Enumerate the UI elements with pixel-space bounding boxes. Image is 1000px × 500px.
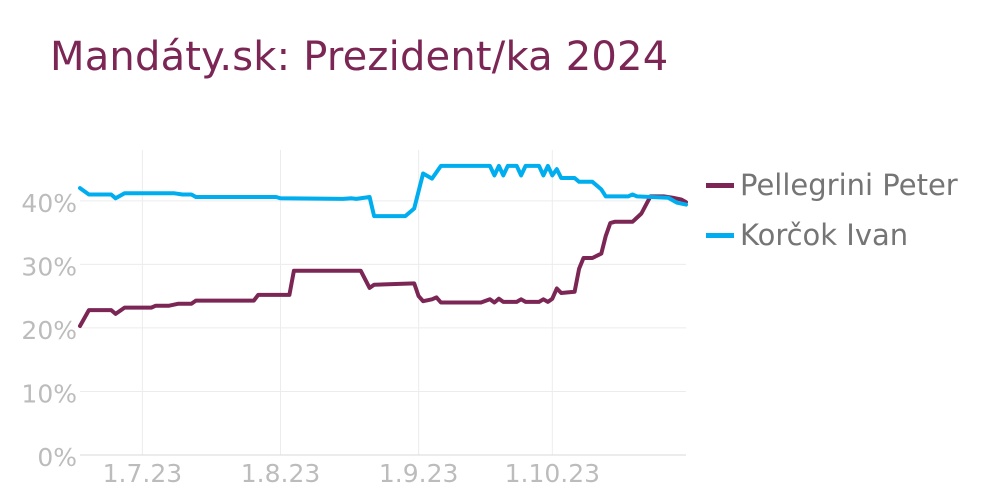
legend-item: Korčok Ivan [706,210,958,260]
x-tick-label: 1.7.23 [103,459,183,488]
legend: Pellegrini Peter Korčok Ivan [706,160,958,260]
legend-item: Pellegrini Peter [706,160,958,210]
series-line-korcok-ivan [80,166,686,216]
x-tick-label: 1.10.23 [505,459,600,488]
legend-swatch [706,233,734,238]
legend-label: Korčok Ivan [740,218,908,252]
y-tick-label: 40% [21,189,77,218]
y-tick-label: 10% [21,379,77,408]
y-tick-label: 0% [37,443,77,472]
legend-swatch [706,183,734,188]
y-tick-label: 20% [21,316,77,345]
legend-label: Pellegrini Peter [740,168,958,202]
x-tick-label: 1.9.23 [379,459,459,488]
x-tick-label: 1.8.23 [241,459,321,488]
y-tick-label: 30% [21,252,77,281]
